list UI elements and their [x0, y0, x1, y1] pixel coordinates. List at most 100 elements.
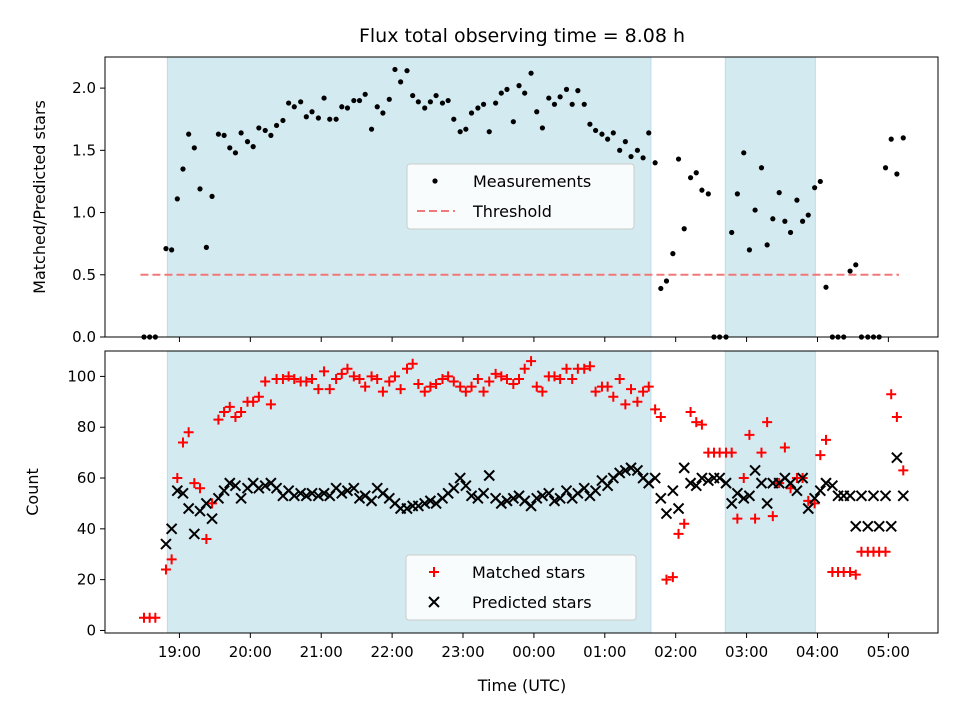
matched-star-point	[584, 361, 595, 372]
predicted-star-point	[353, 492, 366, 505]
matched-star-point	[779, 442, 790, 453]
predicted-star-point	[891, 451, 903, 464]
predicted-star-point	[224, 477, 236, 489]
matched-star-point	[820, 434, 831, 445]
matched-star-point	[466, 381, 477, 392]
measurement-point	[333, 116, 339, 122]
y-tick-label: 0	[86, 621, 96, 639]
predicted-star-point	[188, 528, 201, 540]
legend-marker	[429, 567, 439, 577]
x-tick-label: 22:00	[371, 643, 414, 661]
matched-star-point	[289, 373, 300, 384]
measurement-point	[386, 96, 392, 102]
measurement-point	[888, 136, 894, 142]
measurement-point	[268, 132, 274, 138]
measurement-point	[422, 105, 428, 111]
y-tick-label: 40	[77, 520, 96, 538]
measurement-point	[787, 229, 794, 236]
measurement-point	[186, 131, 192, 137]
predicted-star-point	[619, 464, 632, 477]
predicted-star-point	[560, 485, 573, 497]
predicted-star-point	[743, 490, 756, 502]
measurement-point	[640, 155, 646, 161]
matched-star-point	[886, 389, 897, 400]
measurement-point	[812, 185, 818, 191]
matched-star-point	[614, 373, 625, 384]
measurement-point	[569, 101, 575, 107]
measurement-point	[575, 88, 581, 94]
matched-star-point	[342, 363, 353, 374]
legend-label: Threshold	[472, 202, 552, 221]
plot-frame	[104, 56, 939, 338]
measurement-point	[498, 90, 504, 96]
measurement-point	[764, 242, 770, 248]
measurement-point	[180, 166, 186, 172]
predicted-star-point	[536, 490, 549, 502]
predicted-star-point	[454, 472, 466, 484]
predicted-star-point	[690, 479, 702, 492]
matched-star-point	[407, 358, 418, 369]
measurement-point	[410, 92, 416, 99]
legend: Measurements Threshold	[406, 163, 635, 230]
matched-star-point	[891, 412, 902, 423]
y-tick-label: 1.0	[72, 204, 96, 222]
measurement-point	[776, 190, 782, 196]
predicted-star-point	[218, 485, 230, 497]
measurement-point	[853, 262, 859, 268]
predicted-star-point	[341, 485, 354, 497]
measurement-point	[344, 105, 351, 111]
measurement-point	[587, 121, 593, 127]
measurement-point	[238, 130, 244, 136]
measurement-point	[468, 110, 475, 116]
measurement-point	[670, 251, 676, 257]
predicted-star-point	[365, 495, 378, 507]
matched-star-point	[632, 396, 643, 407]
matched-star-point	[301, 376, 312, 387]
measurement-point	[451, 116, 457, 122]
measurement-point	[646, 130, 652, 136]
matched-star-point	[384, 376, 395, 387]
predicted-star-point	[897, 490, 909, 502]
matched-star-point	[472, 373, 483, 384]
measurement-point	[551, 101, 558, 107]
predicted-star-point	[235, 492, 247, 505]
measurement-point	[658, 285, 664, 292]
matched-star-point	[277, 373, 288, 384]
measurement-point	[309, 109, 315, 115]
measurement-point	[770, 216, 776, 222]
measurement-point	[480, 101, 487, 107]
matched-star-point	[880, 546, 891, 557]
measurement-point	[291, 104, 297, 110]
matched-star-point	[561, 363, 572, 374]
measurement-point	[197, 186, 203, 192]
measurement-point	[534, 109, 540, 115]
matched-star-point	[478, 386, 489, 397]
matched-star-point	[744, 429, 755, 440]
predicted-star-point	[738, 492, 750, 505]
predicted-star-point	[543, 487, 555, 499]
measurement-point	[362, 91, 368, 97]
matched-star-point	[455, 381, 466, 392]
predicted-star-point	[702, 474, 715, 487]
measurement-point	[427, 99, 434, 105]
matched-star-point	[679, 518, 690, 529]
predicted-star-point	[206, 512, 218, 525]
predicted-star-point	[548, 495, 561, 507]
measurement-point	[169, 247, 175, 253]
predicted-star-point	[294, 487, 307, 499]
matched-star-point	[460, 386, 471, 397]
matched-star-point	[248, 396, 259, 407]
measurement-point	[174, 196, 180, 202]
matched-star-point	[431, 379, 442, 390]
legend-marker	[432, 178, 438, 184]
predicted-star-point	[879, 490, 892, 502]
matched-star-point	[213, 414, 224, 425]
predicted-star-point	[755, 477, 768, 489]
matched-star-point	[372, 373, 383, 384]
predicted-star-point	[348, 482, 360, 494]
matched-star-point	[815, 450, 826, 461]
matched-star-point	[348, 371, 359, 382]
matched-star-point	[484, 376, 495, 387]
matched-star-point	[756, 447, 767, 458]
